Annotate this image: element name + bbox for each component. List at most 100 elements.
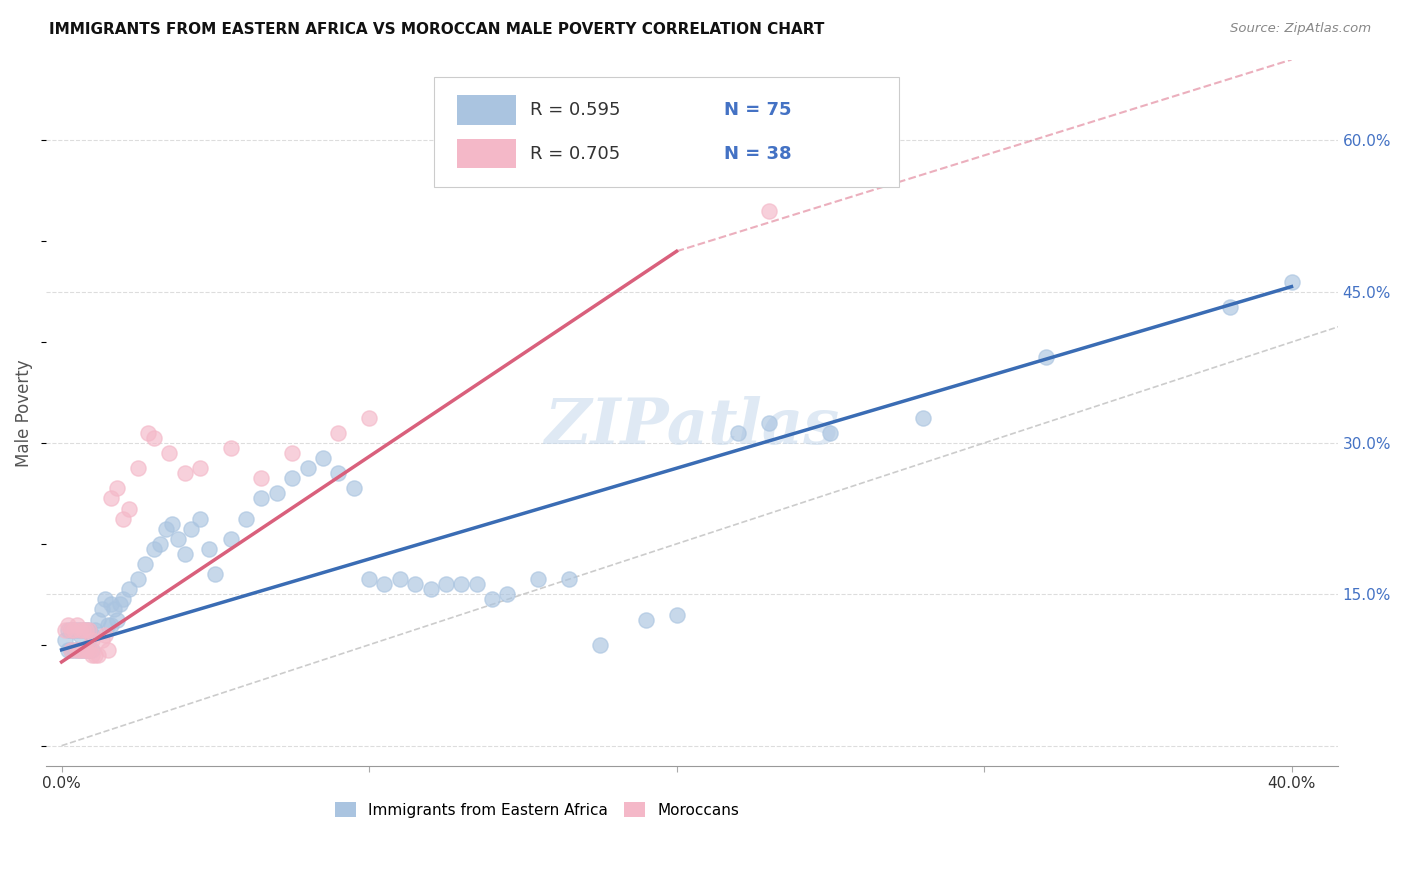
Point [127,461,149,475]
Point [281,446,304,460]
Point [434,577,457,591]
Point [69,623,91,637]
Point [69,643,91,657]
Point [281,471,304,485]
Point [105,613,128,627]
Point [157,446,180,460]
Text: IMMIGRANTS FROM EASTERN AFRICA VS MOROCCAN MALE POVERTY CORRELATION CHART: IMMIGRANTS FROM EASTERN AFRICA VS MOROCC… [49,22,824,37]
Point [66,623,89,637]
Point [108,598,131,612]
Point [82,648,104,662]
Point [173,467,195,481]
Point [820,425,842,440]
Point [188,511,211,525]
Text: R = 0.705: R = 0.705 [530,145,620,162]
Point [63,623,86,637]
Point [312,451,335,466]
Point [527,572,550,586]
Point [142,431,165,445]
Point [1035,350,1057,364]
Point [134,557,156,571]
Point [634,613,657,627]
Point [63,643,86,657]
Point [180,522,202,536]
FancyBboxPatch shape [457,138,516,169]
Point [59,643,82,657]
Point [82,643,104,657]
Point [1219,300,1241,314]
Point [155,522,177,536]
Point [84,648,107,662]
Text: N = 38: N = 38 [724,145,792,162]
Point [328,425,350,440]
Point [93,628,115,642]
Point [388,572,411,586]
Point [112,511,135,525]
Point [496,587,519,601]
Point [77,643,100,657]
Point [66,643,89,657]
Point [72,643,94,657]
Point [297,461,319,475]
Point [56,617,79,632]
Point [758,416,780,430]
Point [357,410,380,425]
Point [266,486,288,500]
Text: N = 75: N = 75 [724,101,792,119]
Point [93,592,115,607]
Point [56,643,79,657]
Point [198,541,221,556]
Point [149,537,172,551]
Point [87,613,110,627]
Y-axis label: Male Poverty: Male Poverty [15,359,32,467]
Point [53,632,76,647]
Point [77,623,100,637]
Point [97,617,120,632]
Point [589,638,612,652]
Point [404,577,426,591]
Point [188,461,211,475]
Point [72,643,94,657]
Point [69,643,91,657]
Point [69,628,91,642]
Point [162,516,184,531]
Point [665,607,688,622]
Point [727,425,749,440]
Point [59,643,82,657]
Legend: Immigrants from Eastern Africa, Moroccans: Immigrants from Eastern Africa, Moroccan… [328,794,747,825]
Point [97,643,120,657]
Point [173,547,195,561]
Point [127,572,149,586]
Point [75,643,97,657]
Point [75,623,97,637]
Point [59,623,82,637]
Text: R = 0.595: R = 0.595 [530,101,621,119]
Point [87,648,110,662]
Point [100,617,122,632]
Point [204,567,226,582]
Point [72,623,94,637]
Text: Source: ZipAtlas.com: Source: ZipAtlas.com [1230,22,1371,36]
Point [758,203,780,218]
Point [82,628,104,642]
Point [66,617,89,632]
Point [250,491,273,506]
FancyBboxPatch shape [433,78,898,186]
Point [90,632,112,647]
Point [235,511,257,525]
Point [911,410,934,425]
Text: ZIPatlas: ZIPatlas [544,396,839,458]
Point [84,623,107,637]
FancyBboxPatch shape [457,95,516,125]
Point [142,541,165,556]
Point [465,577,488,591]
Point [219,441,242,455]
Point [136,425,159,440]
Point [1281,275,1303,289]
Point [72,623,94,637]
Point [558,572,581,586]
Point [219,532,242,546]
Point [357,572,380,586]
Point [53,623,76,637]
Point [69,623,91,637]
